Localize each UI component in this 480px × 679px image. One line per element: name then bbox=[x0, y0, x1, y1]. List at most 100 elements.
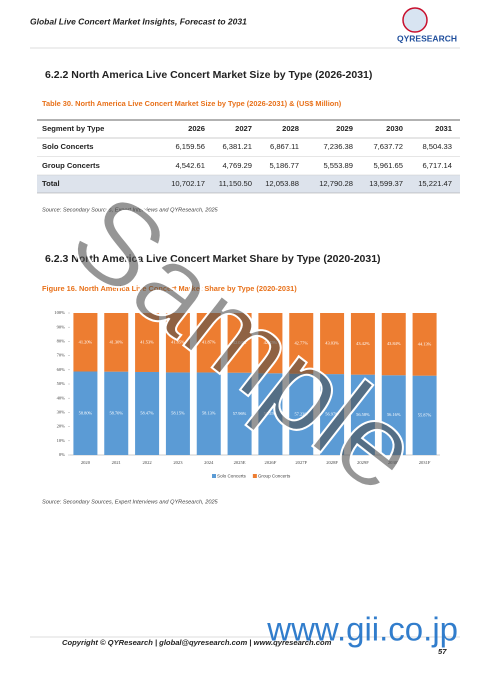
bar-segment bbox=[135, 313, 160, 372]
source: Source: Secondary Sources, Expert Interv… bbox=[42, 207, 219, 213]
table-cell: Group Concerts bbox=[42, 161, 100, 170]
table-cell: 12,053.88 bbox=[265, 179, 299, 188]
x-tick-label: 2028F bbox=[326, 460, 338, 465]
header-title: Global Live Concert Market Insights, For… bbox=[30, 16, 247, 26]
table-cell: 6,159.56 bbox=[175, 142, 205, 151]
table-cell: 7,637.72 bbox=[373, 142, 403, 151]
bar-segment bbox=[289, 313, 314, 374]
bar-segment bbox=[73, 371, 98, 455]
x-tick-label: 2027F bbox=[295, 460, 307, 465]
data-label: 58.80% bbox=[79, 410, 93, 415]
source: Source: Secondary Sources, Expert Interv… bbox=[42, 499, 219, 505]
table-cell: 4,769.29 bbox=[222, 161, 252, 170]
bar-segment bbox=[104, 371, 129, 455]
bar-segment bbox=[165, 313, 190, 373]
table-cell: 6,717.14 bbox=[422, 161, 452, 170]
data-label: 41.20% bbox=[79, 339, 93, 344]
data-label: 57.55% bbox=[264, 411, 278, 416]
data-label: 56.97% bbox=[325, 412, 339, 417]
y-tick-label: 40% bbox=[57, 395, 66, 400]
legend-swatch bbox=[252, 474, 257, 478]
bar-segment bbox=[412, 375, 437, 455]
logo-text: QYRESEARCH bbox=[397, 33, 457, 43]
y-tick-label: 50% bbox=[57, 381, 66, 386]
data-label: 56.58% bbox=[356, 412, 370, 417]
table-header: 2026 bbox=[188, 124, 205, 133]
table-cell: 13,599.37 bbox=[369, 179, 403, 188]
y-tick-label: 60% bbox=[57, 367, 66, 372]
data-label: 58.70% bbox=[109, 410, 123, 415]
bar-segment bbox=[165, 372, 190, 455]
bar-segment bbox=[350, 374, 375, 455]
table-header: 2027 bbox=[235, 124, 252, 133]
bar-segment bbox=[227, 313, 252, 373]
bar-segment bbox=[227, 372, 252, 455]
x-tick-label: 2024 bbox=[204, 460, 214, 465]
data-label: 44.13% bbox=[418, 341, 432, 346]
x-tick-label: 2021 bbox=[112, 460, 122, 465]
table-cell: 5,553.89 bbox=[323, 161, 353, 170]
data-label: 56.16% bbox=[387, 412, 401, 417]
section-title: 6.2.2 North America Live Concert Market … bbox=[45, 69, 372, 81]
x-tick-label: 2030F bbox=[388, 460, 400, 465]
table-cell: 6,381.21 bbox=[222, 142, 252, 151]
bar-segment bbox=[320, 313, 345, 375]
y-tick-label: 30% bbox=[57, 409, 66, 414]
bar-segment bbox=[104, 313, 129, 372]
total-row-bg bbox=[37, 175, 460, 193]
bar-segment bbox=[350, 313, 375, 375]
table-header: 2030 bbox=[386, 124, 403, 133]
data-label: 41.53% bbox=[140, 340, 154, 345]
data-label: 57.96% bbox=[233, 411, 247, 416]
table-cell: 15,221.47 bbox=[418, 179, 452, 188]
data-label: 42.45% bbox=[264, 340, 278, 345]
data-label: 58.47% bbox=[140, 411, 154, 416]
y-tick-label: 20% bbox=[57, 424, 66, 429]
data-label: 55.87% bbox=[418, 412, 432, 417]
bar-segment bbox=[289, 373, 314, 455]
x-tick-label: 2020 bbox=[81, 460, 91, 465]
data-label: 41.30% bbox=[109, 339, 123, 344]
bar-segment bbox=[135, 371, 160, 455]
data-label: 58.15% bbox=[171, 411, 185, 416]
table-caption: Table 30. North America Live Concert Mar… bbox=[42, 99, 342, 108]
table-cell: 10,702.17 bbox=[171, 179, 205, 188]
bar-segment bbox=[196, 313, 221, 373]
table-cell: Total bbox=[42, 179, 60, 188]
legend-swatch bbox=[212, 474, 216, 478]
bar-segment bbox=[412, 313, 437, 376]
table-cell: 5,186.77 bbox=[269, 161, 299, 170]
x-tick-label: 2026F bbox=[265, 460, 277, 465]
data-label: 43.42% bbox=[356, 341, 370, 346]
bar-segment bbox=[73, 313, 98, 372]
table-cell: 8,504.33 bbox=[422, 142, 452, 151]
data-label: 43.84% bbox=[387, 341, 401, 346]
table-header: Segment by Type bbox=[42, 124, 104, 133]
bar-segment bbox=[381, 313, 406, 376]
site-watermark: www.gii.co.jp bbox=[266, 611, 458, 648]
bar-segment bbox=[320, 374, 345, 455]
y-tick-label: 100% bbox=[54, 310, 65, 315]
x-tick-label: 2031F bbox=[419, 460, 431, 465]
data-label: 41.87% bbox=[202, 340, 216, 345]
table-header: 2031 bbox=[435, 124, 453, 133]
x-tick-label: 2022 bbox=[142, 460, 152, 465]
table-cell: 12,790.28 bbox=[319, 179, 353, 188]
table-header: 2029 bbox=[336, 124, 353, 133]
data-label: 41.85% bbox=[171, 340, 185, 345]
table-cell: Solo Concerts bbox=[42, 142, 93, 151]
data-label: 57.23% bbox=[294, 411, 308, 416]
bar-segment bbox=[381, 375, 406, 455]
legend-label: Solo Concerts bbox=[217, 474, 247, 479]
y-tick-label: 70% bbox=[57, 353, 66, 358]
table-cell: 6,867.11 bbox=[270, 142, 299, 151]
y-tick-label: 80% bbox=[57, 338, 66, 343]
y-tick-label: 0% bbox=[59, 452, 65, 457]
x-tick-label: 2029F bbox=[357, 460, 369, 465]
table-cell: 7,236.38 bbox=[323, 142, 353, 151]
bar-segment bbox=[258, 373, 283, 455]
y-tick-label: 90% bbox=[57, 324, 66, 329]
section-title: 6.2.3 North America Live Concert Market … bbox=[45, 253, 381, 265]
table-cell: 4,542.61 bbox=[175, 161, 205, 170]
